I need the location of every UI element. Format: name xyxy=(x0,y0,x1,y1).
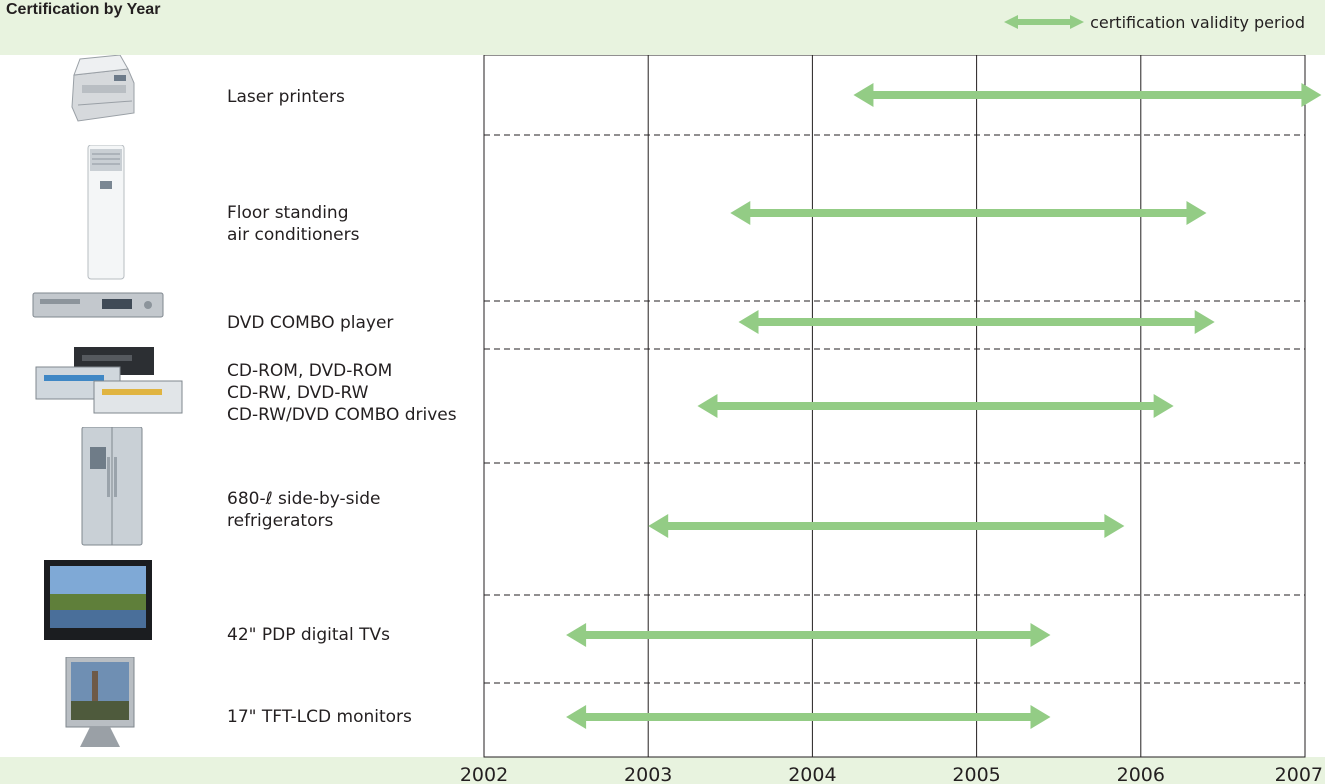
plot-frame xyxy=(483,55,1306,758)
chart-panel: Laser printers Floor standing air condit… xyxy=(0,55,1325,784)
row-label-air-conditioners: Floor standing air conditioners xyxy=(227,203,360,245)
row-label-lcd-monitors: 17" TFT-LCD monitors xyxy=(227,707,412,727)
legend-arrow-icon xyxy=(1004,15,1085,29)
validity-arrow-5 xyxy=(648,514,1125,538)
x-tick-label-2002: 2002 xyxy=(460,764,508,784)
validity-arrow-3 xyxy=(738,310,1215,334)
validity-arrow-4 xyxy=(697,394,1174,418)
x-tick-label-2003: 2003 xyxy=(624,764,672,784)
x-tick-label-2007: 2007 xyxy=(1275,764,1323,784)
dvd-player-icon xyxy=(32,292,164,318)
validity-arrow-6 xyxy=(566,623,1051,647)
validity-arrow-7 xyxy=(566,705,1051,729)
plasma-tv-icon xyxy=(44,560,152,640)
row-label-laser-printers: Laser printers xyxy=(227,87,345,107)
row-label-dvd-combo-player: DVD COMBO player xyxy=(227,313,394,333)
legend-label: certification validity period xyxy=(1090,12,1305,32)
range-chart: 2002 2003 2004 2005 2006 2007 xyxy=(460,55,1323,784)
optical-drives-icon xyxy=(35,347,183,414)
lcd-monitor-icon xyxy=(65,657,135,747)
chart-title: Certification by Year xyxy=(6,1,161,18)
row-label-pdp-tvs: 42" PDP digital TVs xyxy=(227,625,390,645)
x-tick-label-2004: 2004 xyxy=(788,764,836,784)
row-label-refrigerators: 680-ℓ side-by-side refrigerators xyxy=(227,489,381,531)
x-tick-label-2005: 2005 xyxy=(952,764,1000,784)
x-tick-label-2006: 2006 xyxy=(1117,764,1165,784)
air-conditioner-icon xyxy=(87,145,125,280)
validity-arrow-1 xyxy=(853,83,1322,107)
validity-arrow-2 xyxy=(730,201,1207,225)
legend: certification validity period xyxy=(1004,11,1305,33)
refrigerator-icon xyxy=(81,427,143,546)
laser-printer-icon xyxy=(71,55,135,122)
row-label-optical-drives: CD-ROM, DVD-ROM CD-RW, DVD-RW CD-RW/DVD … xyxy=(227,361,457,425)
